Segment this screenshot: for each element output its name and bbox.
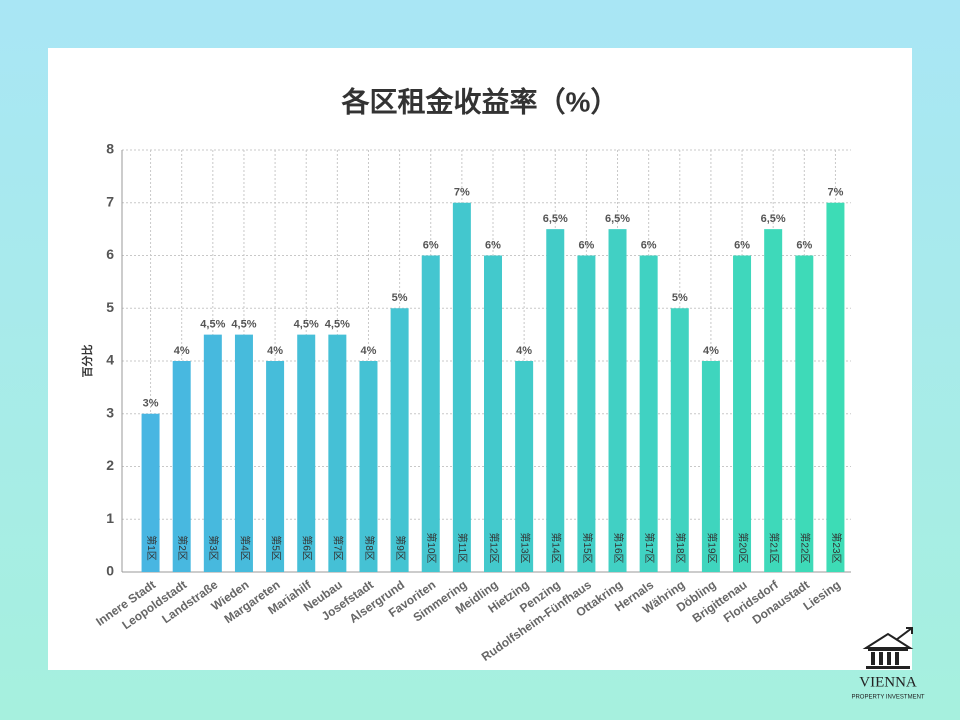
y-tick-label: 0 — [106, 563, 114, 579]
card — [48, 48, 912, 670]
value-label: 6% — [796, 239, 812, 251]
district-label: 第3区 — [207, 535, 220, 561]
value-label: 6% — [734, 239, 750, 251]
district-label: 第9区 — [394, 535, 407, 561]
bar — [328, 334, 347, 572]
logo-column — [895, 652, 899, 665]
bar — [639, 255, 658, 572]
value-label: 4,5% — [294, 319, 319, 331]
district-label: 第14区 — [550, 532, 563, 563]
value-label: 6% — [423, 239, 439, 251]
district-label: 第23区 — [830, 532, 843, 563]
district-label: 第10区 — [425, 532, 438, 563]
logo-arrow — [895, 627, 913, 641]
district-label: 第18区 — [674, 532, 687, 563]
logo-base — [866, 666, 910, 669]
value-label: 4,5% — [325, 319, 350, 331]
value-label: 5% — [672, 292, 688, 304]
district-label: 第16区 — [612, 532, 625, 563]
bar — [826, 202, 845, 572]
bar — [172, 361, 191, 572]
y-tick-label: 2 — [106, 457, 114, 473]
value-label: 6,5% — [761, 213, 786, 225]
logo-tagline: PROPERTY INVESTMENT — [851, 695, 924, 701]
y-axis-label: 百分比 — [80, 345, 94, 378]
value-label: 4,5% — [200, 319, 225, 331]
value-label: 4,5% — [231, 319, 256, 331]
value-label: 4% — [516, 345, 532, 357]
bar — [452, 202, 471, 572]
y-tick-label: 1 — [106, 510, 114, 526]
district-label: 第1区 — [145, 535, 158, 561]
bar — [764, 229, 783, 572]
y-tick-label: 6 — [106, 246, 114, 262]
y-tick-label: 8 — [106, 141, 114, 157]
value-label: 6% — [578, 239, 594, 251]
logo: VIENNA PROPERTY INVESTMENT — [851, 627, 925, 701]
district-label: 第8区 — [363, 535, 376, 561]
logo-column — [871, 652, 875, 665]
logo-name: VIENNA — [859, 674, 917, 690]
value-label: 4% — [703, 345, 719, 357]
district-label: 第5区 — [269, 535, 282, 561]
chart-title: 各区租金收益率（%） — [341, 85, 619, 117]
value-label: 4% — [267, 345, 283, 357]
district-label: 第7区 — [332, 535, 345, 561]
district-label: 第19区 — [705, 532, 718, 563]
district-label: 第21区 — [768, 532, 781, 563]
bar — [390, 308, 409, 572]
bar — [266, 361, 285, 572]
bar — [608, 229, 627, 572]
bar — [484, 255, 502, 572]
district-label: 第20区 — [736, 532, 749, 563]
district-label: 第2区 — [176, 535, 189, 561]
bar — [234, 334, 253, 572]
bar — [733, 255, 752, 572]
bar — [421, 255, 440, 572]
district-label: 第17区 — [643, 532, 656, 563]
y-tick-label: 7 — [106, 193, 114, 209]
value-label: 7% — [827, 187, 843, 199]
district-label: 第4区 — [238, 535, 251, 561]
value-label: 3% — [143, 398, 159, 410]
bar — [515, 361, 534, 572]
logo-column — [887, 652, 891, 665]
value-label: 4% — [174, 345, 190, 357]
district-label: 第11区 — [456, 533, 469, 563]
bar — [141, 413, 160, 572]
bar — [670, 308, 689, 572]
value-label: 7% — [454, 187, 470, 199]
bar — [577, 255, 596, 572]
value-label: 4% — [361, 345, 377, 357]
district-label: 第13区 — [518, 532, 531, 563]
logo-column — [879, 652, 883, 665]
bar — [297, 334, 316, 572]
value-label: 6,5% — [605, 213, 630, 225]
y-tick-label: 4 — [106, 352, 114, 368]
value-label: 6,5% — [543, 213, 568, 225]
district-label: 第15区 — [581, 532, 594, 563]
y-tick-label: 3 — [106, 404, 114, 420]
district-label: 第12区 — [487, 532, 500, 563]
bar — [359, 361, 378, 572]
value-label: 5% — [392, 292, 408, 304]
bar — [546, 229, 565, 572]
logo-beam — [868, 648, 908, 651]
district-label: 第22区 — [799, 532, 812, 563]
district-label: 第6区 — [301, 535, 314, 561]
value-label: 6% — [641, 239, 657, 251]
bar — [795, 255, 814, 572]
bar — [701, 361, 720, 572]
value-label: 6% — [485, 239, 501, 251]
y-tick-label: 5 — [106, 299, 114, 315]
bar — [203, 334, 222, 572]
